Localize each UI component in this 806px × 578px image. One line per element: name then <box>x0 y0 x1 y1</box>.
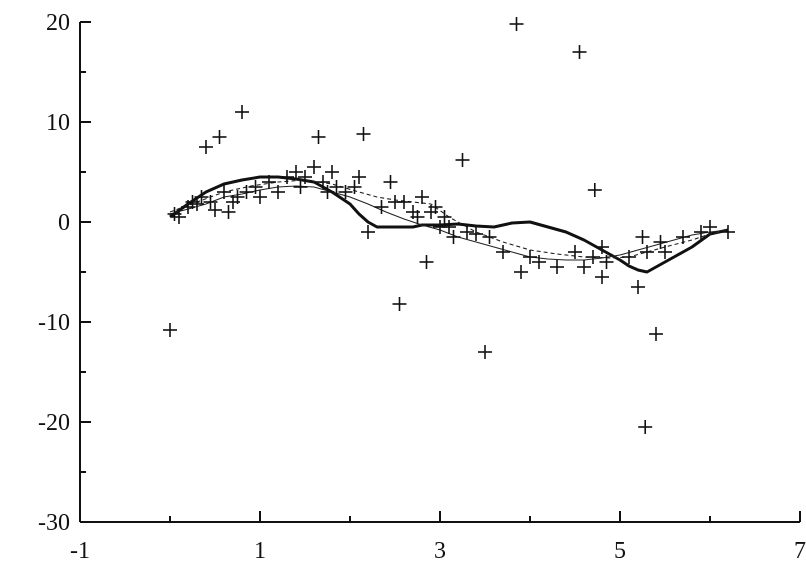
data-point <box>587 183 602 197</box>
data-point <box>509 17 524 31</box>
data-point <box>478 345 492 359</box>
data-point <box>638 420 653 434</box>
y-tick-label: 10 <box>46 110 70 136</box>
data-point <box>392 297 407 311</box>
data-point <box>586 250 600 264</box>
data-point <box>307 160 321 174</box>
y-tick-label: -10 <box>38 310 70 336</box>
data-point <box>631 280 645 294</box>
data-point <box>347 180 362 194</box>
data-point <box>415 190 429 204</box>
data-point <box>532 255 546 269</box>
data-point <box>208 203 222 217</box>
x-tick-label: 1 <box>254 538 266 564</box>
data-point <box>482 230 497 244</box>
data-point <box>622 250 636 264</box>
data-point <box>383 175 398 189</box>
data-point <box>703 220 717 234</box>
data-point <box>316 175 330 189</box>
y-tick-label: -20 <box>38 410 70 436</box>
data-point <box>271 185 285 199</box>
data-point <box>410 210 425 224</box>
data-point <box>568 245 582 259</box>
data-point <box>194 190 209 204</box>
data-point <box>397 195 411 209</box>
data-point <box>361 225 375 239</box>
data-point <box>235 105 249 119</box>
data-point <box>356 127 371 141</box>
data-point <box>572 45 587 59</box>
data-point <box>293 180 308 194</box>
data-point <box>217 185 231 199</box>
data-point <box>419 255 434 269</box>
data-point <box>298 170 312 184</box>
data-point <box>550 260 564 274</box>
y-tick-label: -30 <box>38 510 70 536</box>
data-point <box>221 205 236 219</box>
x-tick-label: 7 <box>794 538 806 564</box>
data-point <box>721 225 735 239</box>
data-point <box>172 210 186 224</box>
data-point <box>676 230 690 244</box>
data-point <box>230 190 245 204</box>
data-point <box>338 185 353 199</box>
data-point <box>320 185 335 199</box>
data-point <box>469 227 483 241</box>
data-point <box>289 165 303 179</box>
data-point <box>329 180 344 194</box>
data-point <box>239 185 254 199</box>
data-point <box>595 240 609 254</box>
x-tick-label: 5 <box>614 538 626 564</box>
data-point <box>577 260 591 274</box>
data-point <box>203 195 218 209</box>
x-tick-label: -1 <box>70 538 90 564</box>
data-point <box>446 230 461 244</box>
data-point <box>374 200 389 214</box>
data-point <box>496 245 510 259</box>
data-point <box>352 170 366 184</box>
data-point <box>460 225 474 239</box>
data-point <box>635 230 650 244</box>
data-point <box>212 130 227 144</box>
y-tick-label: 20 <box>46 10 70 36</box>
axes <box>79 21 801 523</box>
data-point <box>523 250 537 264</box>
data-point <box>694 225 708 239</box>
data-point <box>280 170 294 184</box>
data-point <box>163 323 177 337</box>
x-tick-label: 3 <box>434 538 446 564</box>
data-point <box>199 140 213 154</box>
data-point <box>248 180 263 194</box>
data-point <box>640 245 654 259</box>
data-point <box>455 153 470 167</box>
data-point <box>311 130 326 144</box>
data-point <box>649 327 663 341</box>
data-point <box>437 210 452 224</box>
data-point <box>262 175 276 189</box>
data-point <box>653 235 668 249</box>
data-point <box>442 220 456 234</box>
data-point <box>253 190 267 204</box>
data-points <box>163 17 735 434</box>
data-point <box>514 265 528 279</box>
y-tick-label: 0 <box>58 210 70 236</box>
tick-labels: -30 -20 -10 0 10 20 -1 1 3 5 7 <box>38 10 806 564</box>
data-point <box>325 165 339 179</box>
data-point <box>595 270 609 284</box>
data-point <box>658 245 672 259</box>
data-point <box>428 200 443 214</box>
data-point <box>599 255 614 269</box>
